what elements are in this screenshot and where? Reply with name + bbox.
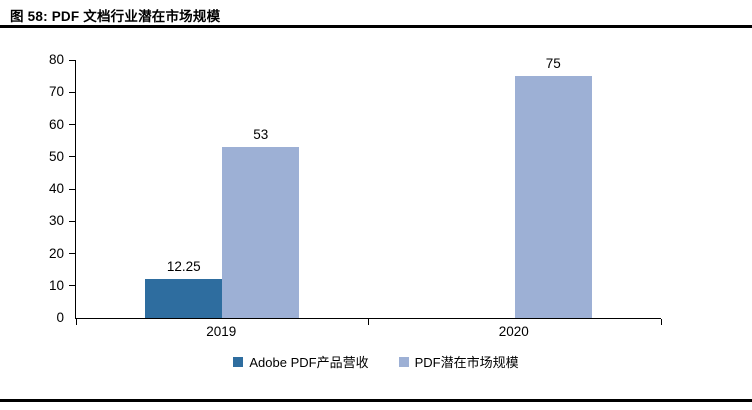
y-tick-mark — [69, 188, 76, 190]
y-tick-label: 40 — [48, 181, 64, 196]
y-tick-label: 10 — [48, 277, 64, 293]
y-tick-label: 0 — [56, 310, 64, 325]
legend-item-potential-market: PDF潜在市场规模 — [398, 352, 519, 371]
legend-label: PDF潜在市场规模 — [414, 355, 519, 370]
y-tick-label: 70 — [48, 84, 64, 100]
bar-slot: 12.25 — [145, 60, 223, 318]
bar-2019-adobe-revenue: 12.25 — [145, 259, 223, 318]
x-tick-mark — [368, 319, 369, 325]
legend-marker — [398, 356, 409, 367]
bar-2019-potential-market: 53 — [222, 127, 300, 318]
bar-value-label: 53 — [253, 127, 269, 143]
x-tick-mark — [75, 319, 77, 325]
legend-item-adobe-revenue: Adobe PDF产品营收 — [233, 352, 369, 371]
x-axis-labels: 2019 2020 — [75, 324, 660, 339]
figure-title: 图 58: PDF 文档行业潜在市场规模 — [10, 9, 221, 24]
x-category-label: 2020 — [498, 324, 529, 339]
bar-group-2019: 12.25 53 — [76, 60, 369, 318]
plot-area: 12.25 53 75 — [69, 56, 662, 325]
bar-slot — [438, 60, 515, 318]
bar-slot: 75 — [514, 56, 592, 318]
bar-groups: 12.25 53 75 — [76, 56, 662, 318]
y-tick-mark — [69, 156, 76, 158]
y-tick-mark — [69, 59, 76, 61]
y-tick-mark — [69, 124, 76, 125]
y-tick-label: 80 — [48, 52, 64, 67]
legend-label: Adobe PDF产品营收 — [249, 355, 369, 370]
y-tick-mark — [69, 285, 76, 287]
bottom-rule — [0, 399, 752, 402]
bar-value-label: 12.25 — [166, 258, 201, 274]
x-category-label: 2019 — [206, 324, 237, 339]
bar-group-2020: 75 — [369, 56, 662, 318]
y-tick-label: 30 — [48, 213, 64, 229]
y-axis-labels: 0 10 20 30 40 50 60 70 80 — [0, 52, 64, 325]
bar-2020-potential-market: 75 — [514, 56, 592, 318]
bar-value-label: 75 — [545, 56, 561, 72]
x-tick-mark — [660, 319, 662, 325]
y-tick-mark — [69, 91, 76, 93]
legend: Adobe PDF产品营收 PDF潜在市场规模 — [0, 352, 752, 371]
y-tick-label: 20 — [48, 245, 64, 261]
y-tick-label: 50 — [48, 148, 64, 164]
y-tick-label: 60 — [48, 116, 64, 132]
top-rule — [0, 25, 752, 28]
y-tick-mark — [69, 220, 76, 222]
legend-marker — [233, 356, 244, 367]
bar-slot: 53 — [222, 60, 300, 318]
y-tick-mark — [69, 253, 76, 254]
